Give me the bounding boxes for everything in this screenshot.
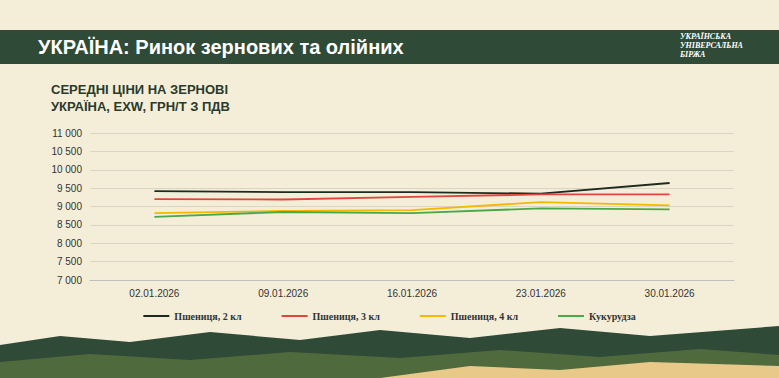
html-text:УКРАЇНСЬКА: УКРАЇНСЬКА — [680, 32, 731, 41]
svg-text:16.01.2026: 16.01.2026 — [387, 288, 437, 299]
svg-text:02.01.2026: 02.01.2026 — [129, 288, 179, 299]
svg-text:23.01.2026: 23.01.2026 — [516, 288, 566, 299]
svg-text:8 000: 8 000 — [57, 238, 82, 249]
svg-text:Пшениця, 4 кл: Пшениця, 4 кл — [451, 311, 519, 322]
svg-text:СЕРЕДНІ ЦІНИ НА ЗЕРНОВІ: СЕРЕДНІ ЦІНИ НА ЗЕРНОВІ — [51, 82, 228, 97]
svg-text:9 000: 9 000 — [57, 201, 82, 212]
svg-text:10 500: 10 500 — [51, 146, 82, 157]
svg-text:30.01.2026: 30.01.2026 — [645, 288, 695, 299]
svg-text:Пшениця, 2 кл: Пшениця, 2 кл — [174, 311, 242, 322]
svg-text:09.01.2026: 09.01.2026 — [258, 288, 308, 299]
svg-text:Пшениця, 3 кл: Пшениця, 3 кл — [313, 311, 381, 322]
svg-text:11 000: 11 000 — [52, 128, 82, 139]
svg-text:8 500: 8 500 — [57, 219, 82, 230]
svg-text:Кукурудза: Кукурудза — [589, 311, 636, 322]
html-text:УКРАЇНА: Ринок зернових та олі: УКРАЇНА: Ринок зернових та олійних — [38, 36, 404, 58]
svg-text:9 500: 9 500 — [57, 183, 82, 194]
svg-text:10 000: 10 000 — [51, 164, 82, 175]
svg-text:7 500: 7 500 — [57, 256, 82, 267]
svg-text:УКРАЇНА, EXW, ГРН/Т З ПДВ: УКРАЇНА, EXW, ГРН/Т З ПДВ — [51, 99, 230, 114]
html-text:БІРЖА: БІРЖА — [680, 50, 706, 59]
html-text:УНІВЕРСАЛЬНА: УНІВЕРСАЛЬНА — [680, 41, 743, 50]
svg-text:7 000: 7 000 — [57, 275, 82, 286]
